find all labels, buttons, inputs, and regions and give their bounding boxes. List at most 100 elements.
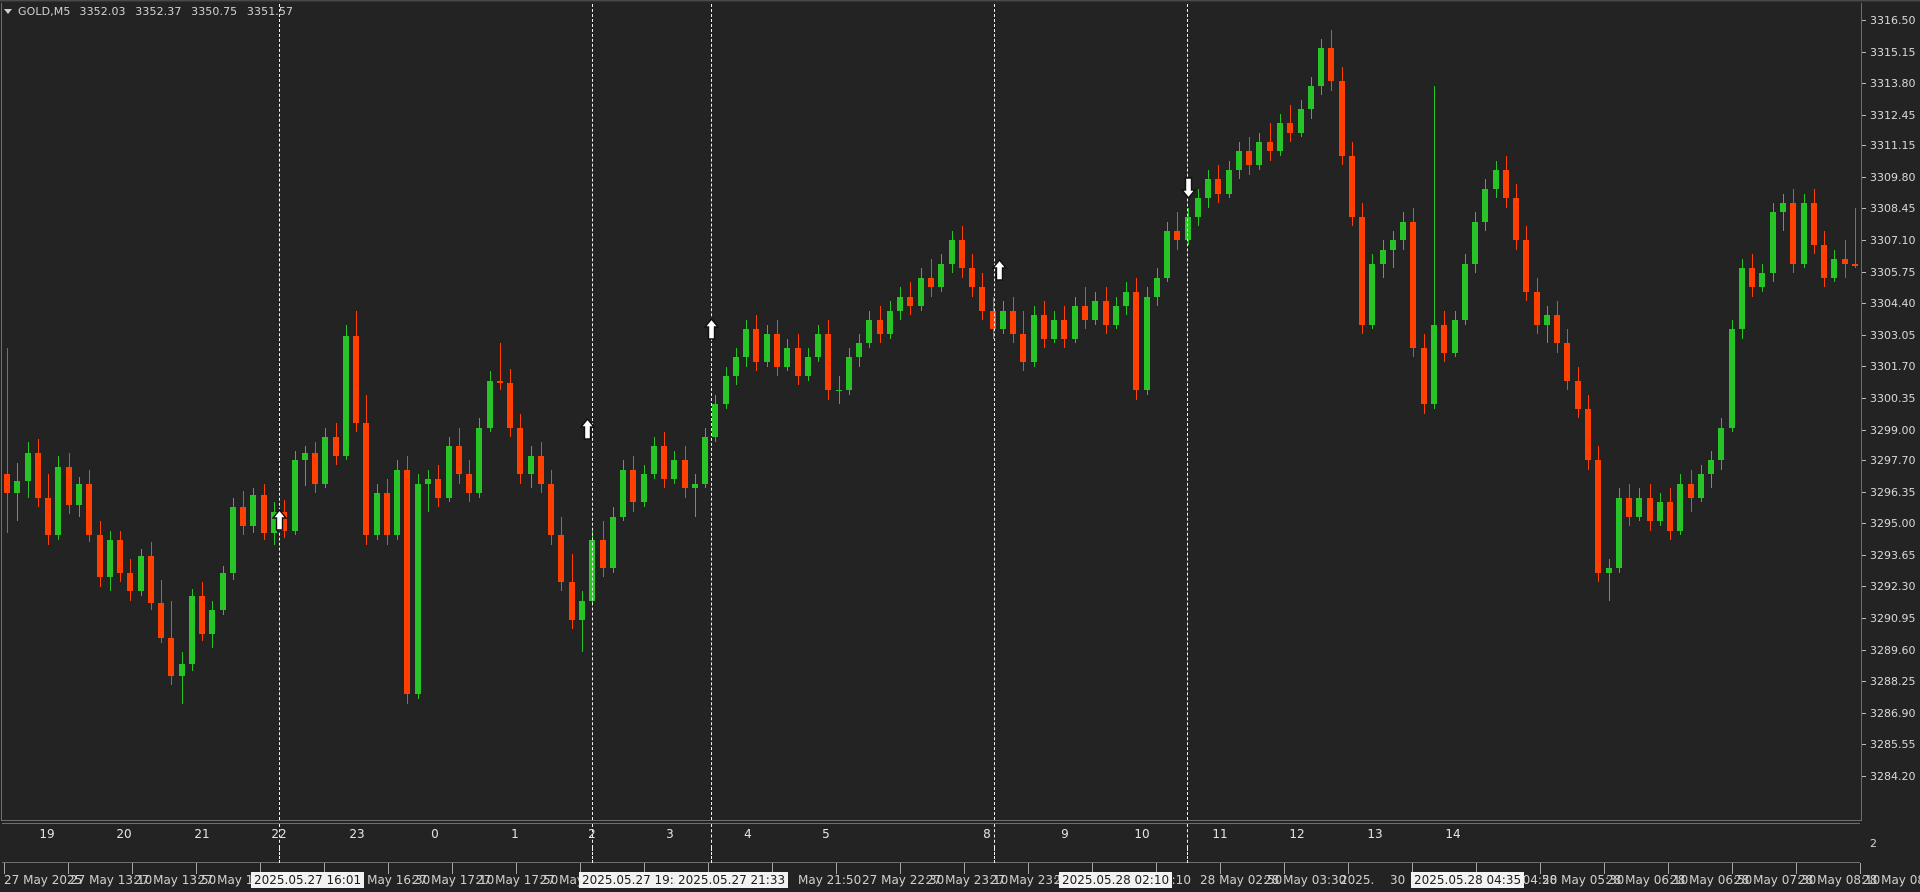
time-axis-separator [4,863,5,874]
ohlc-close: 3351.57 [246,4,294,18]
candle-body [558,535,564,583]
candle-body [322,436,328,484]
candle-body [1164,230,1170,278]
buy-arrow-3[interactable] [703,317,720,344]
candle-body [1677,483,1683,531]
candle-body [1226,170,1232,194]
price-tick: 3296.35 [1862,486,1916,499]
price-tick-label: 3304.40 [1870,297,1916,311]
price-tick-label: 3288.25 [1870,675,1916,689]
price-tick-label: 3313.80 [1870,77,1916,91]
time-axis-separator [1604,863,1605,874]
price-tick-label: 3293.65 [1870,548,1916,562]
time-axis-separator [132,863,133,874]
time-axis-highlight-label: 2025.05.28 02:10 [1059,872,1173,888]
time-axis-label: 30 [1390,873,1406,887]
candle-wick [182,652,183,704]
time-axis-separator [1668,863,1669,874]
candle-body [1020,333,1026,363]
buy-arrow-4[interactable] [991,258,1008,285]
candle-wick [839,376,840,405]
candle-body [1729,329,1735,428]
candle-body [1113,305,1119,325]
ohlc-open: 3352.03 [79,4,126,18]
time-axis-separator [1412,863,1413,874]
price-tick-label: 3309.80 [1870,170,1916,184]
candle-body [179,663,185,676]
price-tick-mark [1862,649,1866,651]
price-tick-mark [1862,744,1866,746]
candle-body [671,460,677,480]
price-tick: 3309.80 [1862,171,1916,184]
session-divider-hour-extension [711,824,712,848]
candle-body [1503,170,1509,199]
chart-plot-area[interactable] [2,4,1860,820]
sell-arrow-1[interactable] [1180,177,1197,203]
candle-body [1390,240,1396,250]
price-tick-label: 3284.20 [1870,770,1916,783]
candle-body [1770,212,1776,274]
symbol-ohlc-bar: GOLD,M5 3352.03 3352.37 3350.75 3351.57 [0,3,299,19]
candle-body [1174,230,1180,241]
candle-wick [1855,207,1856,269]
time-axis-label: 28 May 06:50 [1670,873,1753,887]
candle-body [661,446,667,480]
time-axis[interactable]: 27 May 2025 27 May 13:10 27 May 13:50 27 Ma… [0,848,1920,892]
price-axis[interactable]: 3316.50 3315.15 3313.80 3312.45 3311.15 3309.… [1862,3,1920,892]
candle-body [1636,497,1642,517]
time-axis-label: 28 May 03:30 [1264,873,1347,887]
candle-body [1031,315,1037,363]
time-axis-label: 2025. [1340,873,1375,887]
candle-body [117,539,123,573]
candle-body [261,495,267,533]
hour-axis-rule-bottom [2,823,1860,824]
time-axis-label: 27 May 16:30 [348,873,431,887]
price-tick: 3295.00 [1862,517,1916,530]
buy-arrow-2[interactable] [579,417,596,444]
candle-wick [1393,230,1394,269]
candle-body [353,336,359,423]
buy-arrow-1[interactable] [271,508,288,535]
time-axis-separator [1348,863,1349,874]
time-axis-label: 28 May 07:30 [1734,873,1817,887]
candle-body [712,404,718,437]
triangle-down-icon[interactable] [4,9,12,14]
hour-label: 14 [1445,827,1461,841]
price-tick: 3313.80 [1862,77,1916,90]
price-tick-mark [1862,491,1866,493]
time-axis-rule [2,862,1860,863]
candle-body [1308,85,1314,110]
time-axis-separator [68,863,69,874]
time-axis-separator [1028,863,1029,874]
candle-body [907,296,913,306]
price-tick-label: 3303.05 [1870,328,1916,342]
candle-body [107,539,113,578]
price-tick-label: 3295.00 [1870,517,1916,531]
candle-body [4,474,10,494]
candle-body [846,357,852,391]
candle-wick [1609,558,1610,601]
price-tick-mark [1862,712,1866,714]
price-tick-label: 3312.45 [1870,108,1916,122]
candle-body [1739,268,1745,330]
candle-body [1421,348,1427,405]
candle-body [1626,497,1632,517]
candle-body [1801,202,1807,264]
candle-body [1154,277,1160,297]
symbol-label: GOLD,M5 [18,4,71,18]
candle-body [887,310,893,334]
candle-body [815,333,821,358]
window-top-border [0,0,1920,3]
candle-body [1185,216,1191,241]
candle-body [1380,249,1386,264]
hour-label: 4 [744,827,752,841]
price-tick-mark [1862,145,1866,147]
candle-wick [305,446,306,487]
time-axis-label: 28 May 06:10 [1606,873,1689,887]
candle-body [1667,502,1673,531]
candle-body [1051,319,1057,339]
time-axis-label: 27 May 23:50 [990,873,1073,887]
candle-body [45,497,51,536]
time-axis-separator [324,863,325,874]
time-axis-separator [900,863,901,874]
